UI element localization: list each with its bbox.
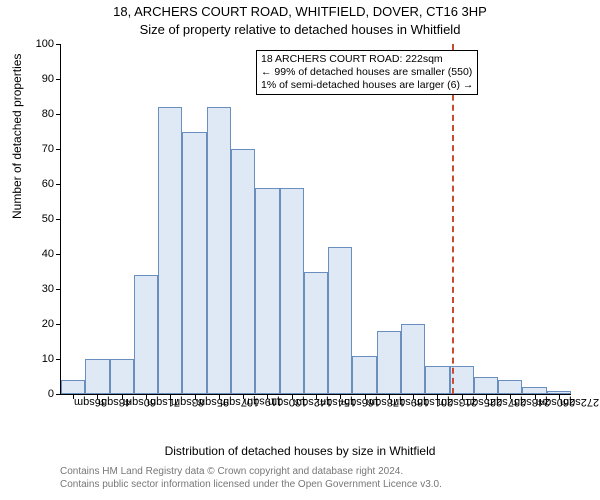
histogram-bar (352, 356, 376, 395)
y-tick-label: 90 (42, 73, 54, 85)
y-tick-label: 80 (42, 108, 54, 120)
y-tick-label: 0 (48, 388, 54, 400)
histogram-bar (328, 247, 352, 394)
y-tick-mark (56, 394, 61, 395)
y-tick-label: 40 (42, 248, 54, 260)
y-tick-mark (56, 289, 61, 290)
annotation-line-2: ← 99% of detached houses are smaller (55… (261, 66, 473, 79)
annotation-line-1: 18 ARCHERS COURT ROAD: 222sqm (261, 53, 473, 66)
histogram-bar (61, 380, 85, 394)
histogram-bar (425, 366, 449, 394)
histogram-bar (474, 377, 498, 395)
histogram-bar (304, 272, 328, 395)
y-tick-mark (56, 44, 61, 45)
y-tick-label: 30 (42, 283, 54, 295)
footer-line-2: Contains public sector information licen… (60, 479, 570, 492)
property-marker-line (452, 44, 454, 394)
y-tick-mark (56, 254, 61, 255)
page-title: 18, ARCHERS COURT ROAD, WHITFIELD, DOVER… (0, 4, 600, 19)
y-axis-label: Number of detached properties (10, 54, 24, 219)
histogram-bar (401, 324, 425, 394)
histogram-bar (85, 359, 109, 394)
histogram-bar (498, 380, 522, 394)
annotation-line-3: 1% of semi-detached houses are larger (6… (261, 79, 473, 92)
y-tick-label: 70 (42, 143, 54, 155)
page-subtitle: Size of property relative to detached ho… (0, 22, 600, 37)
histogram-bar (522, 387, 546, 394)
y-tick-label: 100 (36, 38, 54, 50)
chart-container: 18, ARCHERS COURT ROAD, WHITFIELD, DOVER… (0, 0, 600, 500)
histogram-bar (207, 107, 231, 394)
y-tick-mark (56, 219, 61, 220)
histogram-bar (280, 188, 304, 395)
y-tick-label: 20 (42, 318, 54, 330)
histogram-bar (255, 188, 279, 395)
y-tick-mark (56, 184, 61, 185)
y-tick-mark (56, 79, 61, 80)
histogram-bar (231, 149, 255, 394)
histogram-bar (110, 359, 134, 394)
histogram-bar (182, 132, 206, 395)
annotation-box: 18 ARCHERS COURT ROAD: 222sqm ← 99% of d… (256, 50, 478, 95)
footer-line-1: Contains HM Land Registry data © Crown c… (60, 466, 570, 479)
y-tick-mark (56, 114, 61, 115)
y-tick-mark (56, 149, 61, 150)
histogram-bar (134, 275, 158, 394)
y-tick-label: 10 (42, 353, 54, 365)
y-tick-label: 50 (42, 213, 54, 225)
histogram-bar (377, 331, 401, 394)
plot-area: 18 ARCHERS COURT ROAD: 222sqm ← 99% of d… (60, 44, 571, 395)
histogram-bar (158, 107, 182, 394)
y-tick-label: 60 (42, 178, 54, 190)
y-tick-mark (56, 324, 61, 325)
x-axis-label: Distribution of detached houses by size … (0, 444, 600, 458)
y-tick-mark (56, 359, 61, 360)
